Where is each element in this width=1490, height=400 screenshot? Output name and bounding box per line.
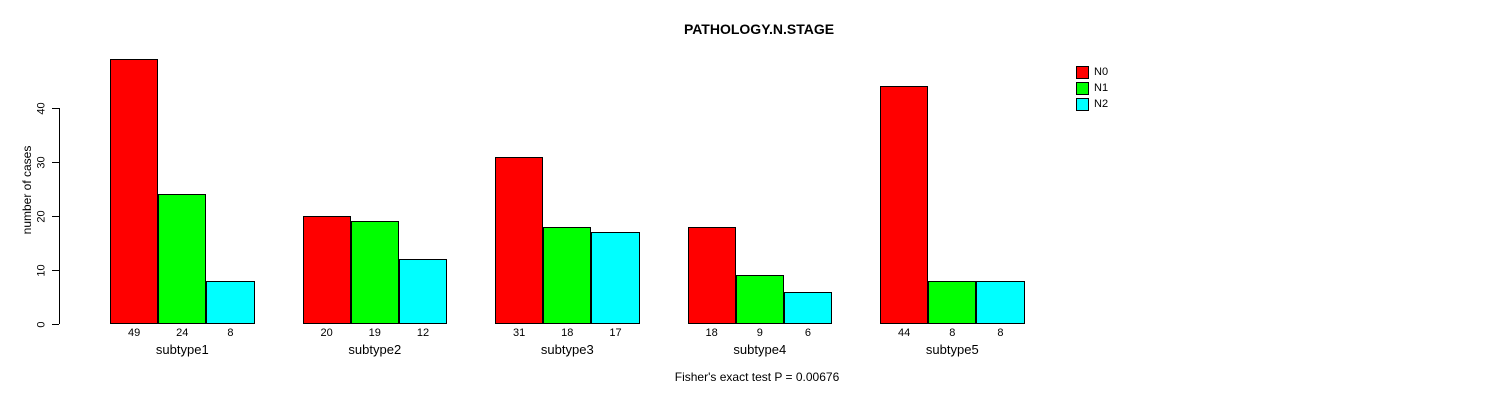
bar-subtype3-N0 [495, 156, 544, 324]
y-axis-tick-label: 10 [35, 263, 48, 277]
legend-label: N2 [1094, 98, 1109, 110]
y-axis-tick-label: 30 [35, 155, 48, 169]
bar-value-label: 24 [176, 327, 189, 339]
bar-value-label: 44 [897, 327, 911, 339]
y-axis-tick-label: 20 [35, 209, 48, 223]
y-axis-tick-label: 0 [35, 320, 48, 328]
legend-label: N1 [1094, 82, 1109, 94]
y-axis-label: number of cases [20, 145, 34, 235]
legend-entry-N0: N0 [1076, 66, 1108, 79]
bar-value-label: 8 [997, 327, 1004, 339]
bar-value-label: 8 [949, 327, 956, 339]
bar-value-label: 20 [320, 327, 333, 339]
x-category-label-subtype3: subtype3 [540, 342, 594, 357]
bar-subtype1-N1 [158, 194, 207, 324]
bar-value-label: 17 [609, 327, 622, 339]
bar-subtype5-N0 [880, 86, 929, 324]
bar-subtype4-N0 [687, 226, 736, 324]
bar-value-label: 9 [756, 327, 763, 339]
bar-subtype2-N0 [302, 216, 351, 324]
bar-subtype4-N2 [783, 291, 833, 324]
legend-swatch-N2 [1076, 98, 1089, 111]
bar-value-label: 18 [705, 327, 718, 339]
x-category-label-subtype2: subtype2 [348, 342, 402, 357]
legend-entry-N1: N1 [1076, 82, 1108, 95]
bar-subtype5-N2 [976, 280, 1025, 324]
y-axis-tick [52, 215, 59, 217]
bar-value-label: 6 [804, 327, 812, 339]
legend: N0 N1 N2 [1076, 66, 1108, 114]
legend-entry-N2: N2 [1076, 98, 1108, 111]
footnote-fisher-test: Fisher's exact test P = 0.00676 [674, 370, 840, 384]
y-axis-tick-label: 40 [35, 101, 48, 115]
bar-value-label: 18 [561, 327, 574, 339]
bar-subtype3-N1 [543, 226, 592, 324]
y-axis-tick [52, 107, 59, 109]
y-axis-tick [52, 323, 59, 325]
bar-subtype3-N2 [591, 232, 640, 324]
bar-subtype2-N2 [398, 259, 448, 324]
bar-subtype1-N0 [110, 59, 159, 324]
bar-value-label: 12 [416, 327, 430, 339]
bar-value-label: 19 [368, 327, 381, 339]
y-axis-tick [52, 161, 59, 163]
x-category-label-subtype4: subtype4 [733, 342, 787, 357]
bar-subtype5-N1 [928, 280, 977, 324]
bar-subtype4-N1 [735, 275, 784, 324]
x-category-label-subtype1: subtype1 [155, 342, 209, 357]
bar-subtype2-N1 [350, 221, 399, 324]
legend-label: N0 [1094, 66, 1109, 78]
x-category-label-subtype5: subtype5 [925, 342, 979, 357]
bar-value-label: 49 [127, 327, 141, 339]
bar-subtype1-N2 [206, 280, 255, 324]
bar-value-label: 8 [227, 327, 234, 339]
chart-title: PATHOLOGY.N.STAGE [683, 21, 835, 37]
y-axis-line [59, 108, 60, 324]
legend-swatch-N0 [1076, 66, 1089, 79]
bar-value-label: 31 [512, 327, 526, 339]
y-axis-tick [52, 269, 59, 271]
legend-swatch-N1 [1076, 82, 1089, 95]
